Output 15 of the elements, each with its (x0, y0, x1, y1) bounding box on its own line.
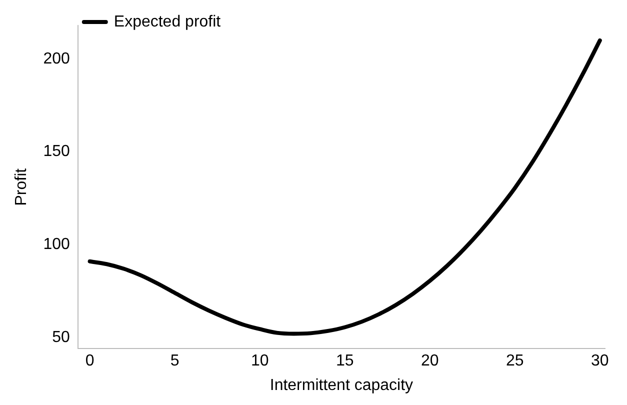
x-tick-label: 0 (85, 352, 94, 370)
y-tick-label: 200 (43, 50, 70, 68)
x-tick-label: 30 (591, 352, 609, 370)
line-series (88, 38, 602, 336)
x-tick-label: 25 (506, 352, 524, 370)
x-tick-label: 5 (170, 352, 180, 370)
y-tick-label: 150 (43, 143, 70, 160)
x-tick-label: 10 (250, 352, 269, 370)
x-tick-label: 20 (420, 352, 439, 370)
legend-label: Expected profit (114, 13, 222, 30)
y-tick-label: 50 (52, 328, 70, 346)
y-axis-title: Profit (13, 168, 30, 206)
x-tick-label: 15 (336, 352, 354, 370)
x-axis-title: Intermittent capacity (270, 376, 414, 394)
y-tick-label: 100 (43, 236, 70, 254)
